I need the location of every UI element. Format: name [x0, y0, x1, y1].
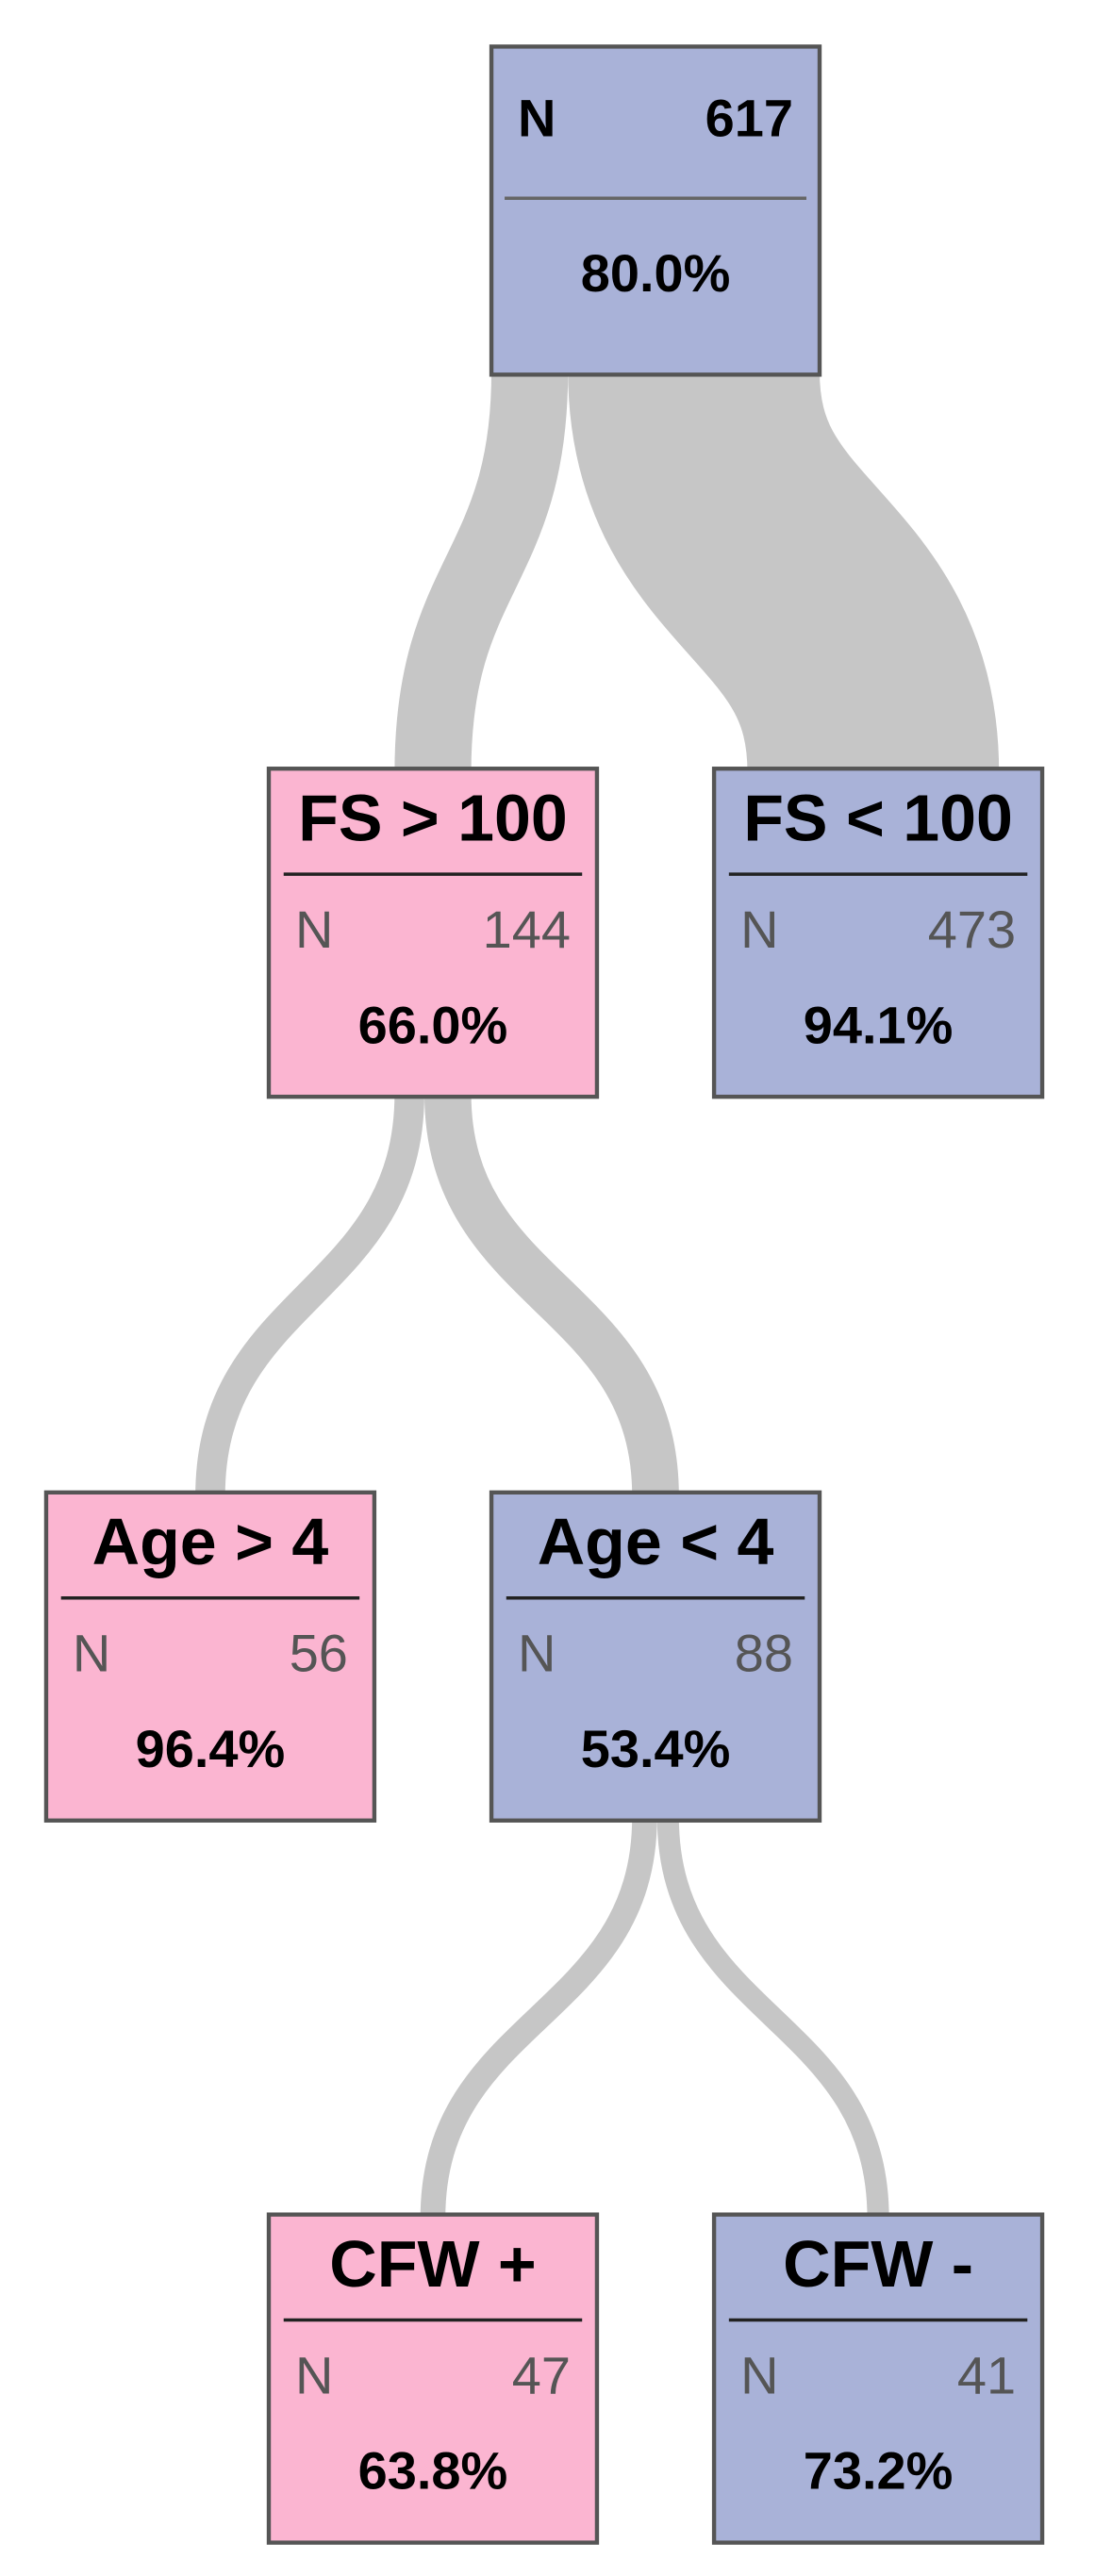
- node-box: [711, 767, 1045, 1099]
- n-value: 41: [957, 2345, 1016, 2404]
- link: [568, 367, 1000, 777]
- node-box: [489, 44, 822, 377]
- link: [420, 1817, 657, 2219]
- n-label: N: [518, 1623, 556, 1682]
- link: [394, 371, 569, 772]
- node: FS > 100 N 144 66.0%: [266, 767, 600, 1099]
- n-value: 617: [705, 89, 793, 148]
- link: [423, 1093, 679, 1496]
- node-label: CFW +: [329, 2227, 536, 2301]
- link: [656, 1817, 889, 2219]
- node-label: Age > 4: [92, 1505, 329, 1578]
- node-box: [43, 1490, 377, 1823]
- percent: 63.8%: [358, 2441, 508, 2501]
- node-box: [711, 2212, 1045, 2545]
- n-label: N: [73, 1623, 110, 1682]
- n-label: N: [740, 900, 778, 959]
- node-box: [489, 1490, 822, 1823]
- percent: 73.2%: [804, 2441, 954, 2501]
- percent: 94.1%: [804, 995, 954, 1054]
- n-label: N: [295, 900, 333, 959]
- percent: 53.4%: [581, 1719, 731, 1778]
- percent: 80.0%: [581, 243, 731, 303]
- nodes: N 617 80.0% FS > 100 N 144 66.0% FS < 100 N 473 94…: [43, 44, 1045, 2545]
- node: N 617 80.0%: [489, 44, 822, 377]
- n-value: 88: [735, 1623, 793, 1682]
- n-value: 144: [483, 900, 571, 959]
- node: FS < 100 N 473 94.1%: [711, 767, 1045, 1099]
- n-label: N: [295, 2345, 333, 2404]
- node-label: CFW -: [783, 2227, 973, 2301]
- n-value: 47: [512, 2345, 571, 2404]
- node-box: [266, 2212, 600, 2545]
- n-label: N: [740, 2345, 778, 2404]
- node-box: [266, 767, 600, 1099]
- node-label: FS < 100: [743, 781, 1013, 854]
- links: [195, 367, 1000, 2219]
- node-label: FS > 100: [298, 781, 568, 854]
- link: [195, 1093, 424, 1496]
- percent: 96.4%: [136, 1719, 286, 1778]
- percent: 66.0%: [358, 995, 508, 1054]
- n-value: 473: [928, 900, 1016, 959]
- node-label: Age < 4: [538, 1505, 774, 1578]
- n-label: N: [518, 89, 556, 148]
- n-value: 56: [290, 1623, 348, 1682]
